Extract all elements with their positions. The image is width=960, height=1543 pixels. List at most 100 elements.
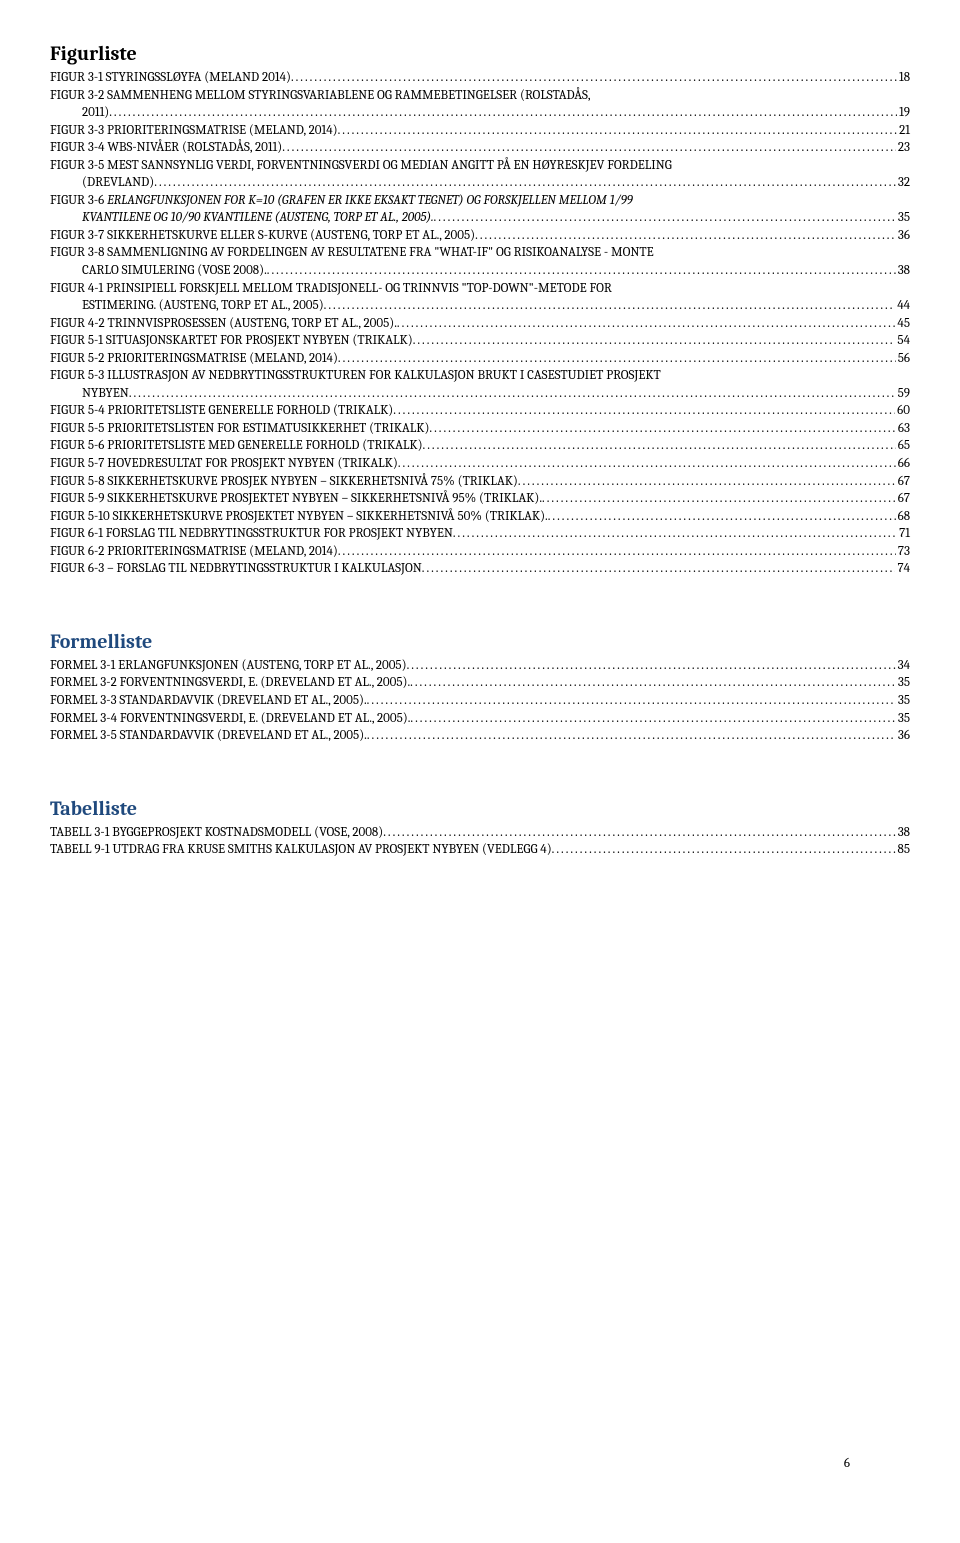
toc-entry-line2: KVANTILENE OG 10/90 KVANTILENE (AUSTENG,… (50, 209, 910, 227)
toc-label: KVANTILENE OG 10/90 KVANTILENE (AUSTENG,… (82, 209, 434, 227)
toc-entry-line2: 2011) 19 (50, 104, 910, 122)
toc-page: 67 (896, 473, 910, 491)
toc-entry-line2: NYBYEN 59 (50, 385, 910, 403)
toc-page: 35 (896, 710, 910, 728)
toc-page: 36 (896, 227, 910, 245)
toc-page: 60 (895, 402, 910, 420)
toc-leader (282, 139, 896, 157)
toc-leader (393, 402, 895, 420)
section-title-figurliste: Figurliste (50, 40, 910, 67)
toc-label: FIGUR 5-9 SIKKERHETSKURVE PROSJEKTET NYB… (50, 490, 542, 508)
toc-leader (407, 657, 896, 675)
toc-label: FIGUR 4-2 TRINNVISPROSESSEN (AUSTENG, TO… (50, 315, 397, 333)
toc-label: 2011) (82, 104, 109, 122)
toc-leader (422, 560, 896, 578)
toc-leader (367, 727, 896, 745)
toc-leader (291, 69, 897, 87)
toc-entry: FORMEL 3-4 FORVENTNINGSVERDI, E. (DREVEL… (50, 710, 910, 728)
toc-label: FORMEL 3-3 STANDARDAVVIK (DREVELAND ET A… (50, 692, 367, 710)
toc-entry-line1: FIGUR 4-1 PRINSIPIELL FORSKJELL MELLOM T… (50, 280, 910, 298)
toc-page: 63 (896, 420, 910, 438)
toc-leader (338, 350, 896, 368)
toc-entry: FIGUR 3-7 SIKKERHETSKURVE ELLER S-KURVE … (50, 227, 910, 245)
toc-leader (154, 174, 896, 192)
section-title-tabelliste: Tabelliste (50, 795, 910, 822)
toc-page: 73 (896, 543, 910, 561)
toc-label: FIGUR 5-1 SITUASJONSKARTET FOR PROSJEKT … (50, 332, 413, 350)
toc-entry: TABELL 3-1 BYGGEPROSJEKT KOSTNADSMODELL … (50, 824, 910, 842)
toc-page: 54 (895, 332, 910, 350)
toc-entry-line1: FIGUR 3-8 SAMMENLIGNING AV FORDELINGEN A… (50, 244, 910, 262)
toc-leader (267, 262, 896, 280)
toc-leader (398, 455, 896, 473)
toc-label: FIGUR 5-8 SIKKERHETSKURVE PROSJEK NYBYEN… (50, 473, 518, 491)
toc-page: 56 (896, 350, 910, 368)
toc-entry: FIGUR 3-6 ERLANGFUNKSJONEN FOR K=10 (GRA… (50, 192, 910, 227)
toc-entry: FIGUR 3-3 PRIORITERINGSMATRISE (MELAND, … (50, 122, 910, 140)
toc-entry: FIGUR 3-4 WBS-NIVÅER (ROLSTADÅS, 2011)23 (50, 139, 910, 157)
toc-page: 38 (896, 824, 910, 842)
toc-leader (410, 710, 895, 728)
toc-label: (DREVLAND) (82, 174, 154, 192)
toc-page: 36 (896, 727, 910, 745)
toc-label: FIGUR 5-7 HOVEDRESULTAT FOR PROSJEKT NYB… (50, 455, 398, 473)
toc-label: FIGUR 3-7 SIKKERHETSKURVE ELLER S-KURVE … (50, 227, 475, 245)
toc-leader (413, 332, 896, 350)
toc-leader (338, 122, 898, 140)
toc-entry: FIGUR 5-6 PRIORITETSLISTE MED GENERELLE … (50, 437, 910, 455)
toc-entry-line1: FIGUR 3-5 MEST SANNSYNLIG VERDI, FORVENT… (50, 157, 910, 175)
toc-label: FIGUR 5-2 PRIORITERINGSMATRISE (MELAND, … (50, 350, 338, 368)
toc-page: 19 (897, 104, 910, 122)
toc-page: 59 (896, 385, 910, 403)
toc-leader (542, 490, 896, 508)
toc-leader (383, 824, 895, 842)
toc-leader (475, 227, 896, 245)
toc-leader (324, 297, 896, 315)
toc-leader (453, 525, 897, 543)
toc-list-figurliste: FIGUR 3-1 STYRINGSSLØYFA (MELAND 2014)18… (50, 69, 910, 578)
toc-entry: FIGUR 5-5 PRIORITETSLISTEN FOR ESTIMATUS… (50, 420, 910, 438)
toc-label: FIGUR 6-2 PRIORITERINGSMATRISE (MELAND, … (50, 543, 338, 561)
toc-label: FIGUR 6-1 FORSLAG TIL NEDBRYTINGSSTRUKTU… (50, 525, 453, 543)
toc-entry-line2: ESTIMERING. (AUSTENG, TORP ET AL., 2005)… (50, 297, 910, 315)
toc-page: 71 (897, 525, 910, 543)
toc-page: 66 (896, 455, 910, 473)
toc-page: 18 (897, 69, 910, 87)
toc-leader (410, 674, 896, 692)
section-title-formelliste: Formelliste (50, 628, 910, 655)
toc-page: 44 (895, 297, 910, 315)
toc-label: FORMEL 3-2 FORVENTNINGSVERDI, E. (DREVEL… (50, 674, 410, 692)
toc-entry: FIGUR 5-4 PRIORITETSLISTE GENERELLE FORH… (50, 402, 910, 420)
toc-entry-line2: CARLO SIMULERING (VOSE 2008).38 (50, 262, 910, 280)
toc-label: TABELL 9-1 UTDRAG FRA KRUSE SMITHS KALKU… (50, 841, 552, 859)
toc-label: TABELL 3-1 BYGGEPROSJEKT KOSTNADSMODELL … (50, 824, 383, 842)
toc-page: 38 (896, 262, 910, 280)
toc-list-tabelliste: TABELL 3-1 BYGGEPROSJEKT KOSTNADSMODELL … (50, 824, 910, 859)
toc-entry: FIGUR 4-2 TRINNVISPROSESSEN (AUSTENG, TO… (50, 315, 910, 333)
toc-entry: FIGUR 5-2 PRIORITERINGSMATRISE (MELAND, … (50, 350, 910, 368)
toc-page: 21 (897, 122, 910, 140)
toc-page: 65 (896, 437, 910, 455)
toc-label: FIGUR 5-4 PRIORITETSLISTE GENERELLE FORH… (50, 402, 393, 420)
toc-label: FORMEL 3-1 ERLANGFUNKSJONEN (AUSTENG, TO… (50, 657, 407, 675)
toc-entry: FIGUR 5-10 SIKKERHETSKURVE PROSJEKTET NY… (50, 508, 910, 526)
toc-entry: TABELL 9-1 UTDRAG FRA KRUSE SMITHS KALKU… (50, 841, 910, 859)
toc-entry: FIGUR 5-8 SIKKERHETSKURVE PROSJEK NYBYEN… (50, 473, 910, 491)
toc-entry: FIGUR 3-2 SAMMENHENG MELLOM STYRINGSVARI… (50, 87, 910, 122)
toc-label: ESTIMERING. (AUSTENG, TORP ET AL., 2005) (82, 297, 324, 315)
toc-entry: FIGUR 3-5 MEST SANNSYNLIG VERDI, FORVENT… (50, 157, 910, 192)
toc-label: FIGUR 5-6 PRIORITETSLISTE MED GENERELLE … (50, 437, 423, 455)
toc-leader (109, 104, 897, 122)
toc-entry: FIGUR 3-8 SAMMENLIGNING AV FORDELINGEN A… (50, 244, 910, 279)
toc-entry: FIGUR 5-7 HOVEDRESULTAT FOR PROSJEKT NYB… (50, 455, 910, 473)
toc-leader (338, 543, 896, 561)
toc-leader (434, 209, 896, 227)
toc-entry: FIGUR 4-1 PRINSIPIELL FORSKJELL MELLOM T… (50, 280, 910, 315)
toc-label: FIGUR 3-3 PRIORITERINGSMATRISE (MELAND, … (50, 122, 338, 140)
toc-label: FIGUR 3-4 WBS-NIVÅER (ROLSTADÅS, 2011) (50, 139, 282, 157)
toc-leader (397, 315, 896, 333)
toc-list-formelliste: FORMEL 3-1 ERLANGFUNKSJONEN (AUSTENG, TO… (50, 657, 910, 745)
toc-page: 34 (896, 657, 910, 675)
toc-label: NYBYEN (82, 385, 129, 403)
toc-leader (423, 437, 896, 455)
